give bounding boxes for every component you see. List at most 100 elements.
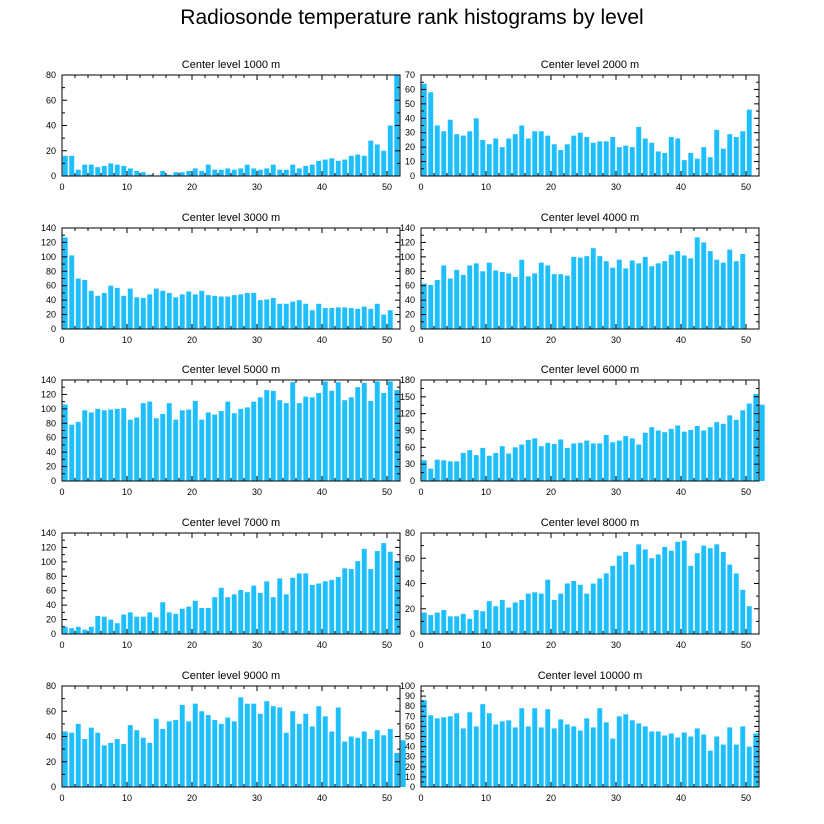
histogram-bar (140, 297, 146, 329)
histogram-bar (655, 263, 661, 329)
histogram-bar (108, 163, 114, 177)
x-tick-label: 30 (611, 182, 621, 192)
histogram-bar (649, 427, 655, 481)
histogram-bar (264, 390, 270, 481)
histogram-bar (355, 561, 361, 634)
panel-title: Center level 6000 m (541, 364, 639, 376)
histogram-bar (387, 381, 393, 481)
histogram-bar (309, 310, 315, 329)
histogram-bar (714, 129, 720, 176)
y-tick-label: 0 (410, 324, 415, 334)
histogram-bar (348, 569, 354, 634)
histogram-bar (368, 308, 374, 329)
y-tick-label: 80 (405, 266, 415, 276)
histogram-bar (147, 612, 153, 634)
histogram-bar (577, 442, 583, 481)
y-tick-label: 80 (46, 266, 56, 276)
histogram-bar (668, 137, 674, 176)
histogram-bar (571, 443, 577, 481)
histogram-bar (309, 584, 315, 634)
histogram-bar (551, 599, 557, 634)
histogram-bar (629, 260, 635, 329)
y-tick-label: 0 (51, 782, 56, 792)
histogram-bar (62, 731, 68, 787)
histogram-bar (218, 296, 224, 329)
histogram-bar (290, 711, 296, 787)
histogram-bar (309, 397, 315, 481)
histogram-bar (584, 718, 590, 787)
histogram-bar (493, 606, 499, 634)
histogram-bar (342, 307, 348, 329)
histogram-bar (428, 284, 434, 329)
histogram-bar (238, 168, 244, 176)
histogram-bar (179, 172, 185, 176)
histogram-bar (662, 261, 668, 329)
histogram-bar (69, 732, 75, 787)
histogram-bar (283, 732, 289, 787)
histogram-bar (564, 724, 570, 787)
histogram-bar (675, 541, 681, 634)
x-tick-label: 40 (317, 335, 327, 345)
histogram-bar (421, 283, 427, 329)
histogram-bar (707, 427, 713, 481)
histogram-bar (727, 134, 733, 176)
histogram-bar (355, 737, 361, 787)
histogram-bar (681, 540, 687, 634)
histogram-bar (733, 744, 739, 787)
histogram-bar (368, 140, 374, 176)
histogram-bar (519, 444, 525, 481)
histogram-bar (75, 421, 81, 481)
histogram-bar (707, 251, 713, 329)
histogram-bar (387, 125, 393, 176)
histogram-bar (342, 568, 348, 634)
x-tick-label: 20 (187, 335, 197, 345)
histogram-bar (460, 452, 466, 481)
histogram-bar (283, 403, 289, 481)
y-tick-label: 0 (51, 629, 56, 639)
histogram-bar (597, 443, 603, 481)
histogram-bar (147, 401, 153, 481)
y-tick-label: 10 (405, 157, 415, 167)
histogram-bar (101, 616, 107, 634)
x-tick-label: 50 (741, 182, 751, 192)
histogram-bar (551, 274, 557, 329)
histogram-bar (519, 259, 525, 329)
x-tick-label: 10 (481, 640, 491, 650)
histogram-bar (218, 169, 224, 176)
histogram-bar (225, 597, 231, 634)
histogram-bar (525, 440, 531, 481)
histogram-bar (584, 137, 590, 176)
histogram-bar (192, 168, 198, 176)
histogram-bar (348, 397, 354, 481)
histogram-bar (342, 159, 348, 176)
histogram-bar (727, 415, 733, 481)
x-tick-label: 0 (418, 335, 423, 345)
histogram-bar (309, 726, 315, 787)
histogram-bar (316, 160, 322, 176)
histogram-bar (296, 300, 302, 329)
histogram-bar (212, 414, 218, 481)
histogram-bar (506, 273, 512, 329)
histogram-bar (381, 150, 387, 176)
histogram-bar (668, 428, 674, 481)
x-tick-label: 10 (122, 487, 132, 497)
histogram-bar (335, 160, 341, 176)
histogram-bar (434, 612, 440, 634)
histogram-bar (558, 593, 564, 634)
histogram-bar (590, 583, 596, 634)
histogram-bar (493, 270, 499, 329)
histogram-bar (348, 155, 354, 176)
y-tick-label: 80 (405, 701, 415, 711)
histogram-bar (467, 712, 473, 787)
histogram-bar (205, 608, 211, 634)
y-tick-label: 0 (51, 476, 56, 486)
y-tick-label: 0 (51, 324, 56, 334)
y-tick-label: 70 (405, 70, 415, 80)
histogram-bar (147, 294, 153, 329)
histogram-bar (512, 727, 518, 787)
histogram-bar (558, 439, 564, 481)
histogram-bar (153, 288, 159, 329)
histogram-bar (329, 390, 335, 481)
histogram-bar (374, 303, 380, 329)
panel-title: Center level 1000 m (182, 59, 280, 71)
